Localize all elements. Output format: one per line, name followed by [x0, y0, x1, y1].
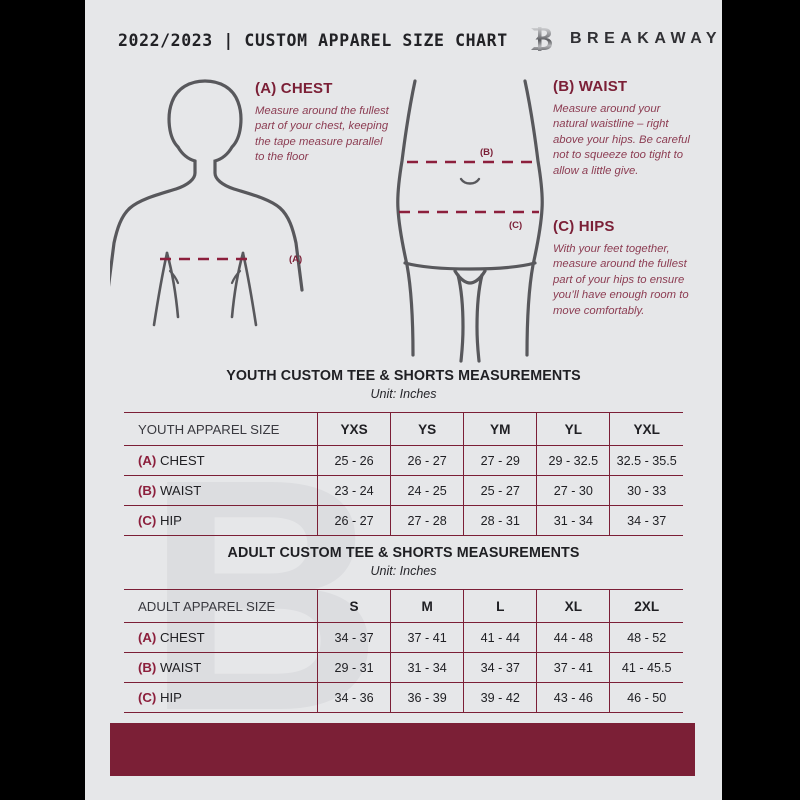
youth-size-table-section: YOUTH CUSTOM TEE & SHORTS MEASUREMENTS U…	[85, 368, 722, 536]
column-header-ys: YS	[390, 412, 465, 446]
table-cell: 48 - 52	[609, 622, 683, 653]
hips-dimension-label: (C)	[509, 220, 523, 231]
measure-block-waist-body: Measure around your natural waistline – …	[553, 103, 690, 177]
size-header-cell: YOUTH APPAREL SIZE	[124, 412, 318, 446]
table-cell: 41 - 44	[463, 622, 538, 653]
table-header-row: YOUTH APPAREL SIZE YXS YS YM YL YXL	[124, 412, 683, 446]
youth-size-table: YOUTH APPAREL SIZE YXS YS YM YL YXL (A) CHEST 2…	[124, 412, 683, 536]
measure-block-waist: (B) WAIST Measure around your natural wa…	[553, 78, 698, 179]
table-cell: 30 - 33	[609, 475, 683, 506]
column-header-s: S	[317, 589, 392, 623]
measure-block-chest-body: Measure around the fullest part of your …	[255, 105, 389, 164]
table-row: (A) CHEST 25 - 26 26 - 27 27 - 29 29 - 32.5 3…	[124, 445, 683, 476]
table-cell: 27 - 29	[463, 445, 538, 476]
table-cell: 36 - 39	[390, 682, 465, 713]
table-cell: 39 - 42	[463, 682, 538, 713]
row-tag: (A)	[138, 453, 157, 468]
table-cell: 26 - 27	[317, 505, 392, 536]
upper-body-figure-icon	[110, 79, 304, 327]
row-label-chest: (A) CHEST	[124, 445, 318, 476]
table-cell: 23 - 24	[317, 475, 392, 506]
column-header-l: L	[463, 589, 538, 623]
table-cell: 34 - 37	[463, 652, 538, 683]
adult-size-table-section: ADULT CUSTOM TEE & SHORTS MEASUREMENTS U…	[85, 545, 722, 713]
table-cell: 31 - 34	[536, 505, 611, 536]
measure-block-hips-body: With your feet together, measure around …	[553, 243, 689, 317]
table-row: (A) CHEST 34 - 37 37 - 41 41 - 44 44 - 48 48 …	[124, 622, 683, 653]
chest-dimension-label: (A)	[289, 254, 303, 265]
table-cell: 31 - 34	[390, 652, 465, 683]
table-cell: 25 - 26	[317, 445, 392, 476]
measure-block-chest: (A) CHEST Measure around the fullest par…	[255, 80, 390, 166]
column-header-yxs: YXS	[317, 412, 392, 446]
table-row: (C) HIP 34 - 36 36 - 39 39 - 42 43 - 46 46 - …	[124, 682, 683, 713]
brand-name: BREAKAWAY	[569, 30, 722, 47]
table-cell: 46 - 50	[609, 682, 683, 713]
column-header-2xl: 2XL	[609, 589, 683, 623]
table-cell: 24 - 25	[390, 475, 465, 506]
table-cell: 37 - 41	[536, 652, 611, 683]
table-cell: 37 - 41	[390, 622, 465, 653]
table-cell: 41 - 45.5	[609, 652, 683, 683]
row-tag: (A)	[138, 630, 157, 645]
table-cell: 28 - 31	[463, 505, 538, 536]
youth-table-title: YOUTH CUSTOM TEE & SHORTS MEASUREMENTS	[226, 368, 581, 384]
measure-block-waist-heading: (B) WAIST	[553, 78, 628, 95]
table-cell: 27 - 28	[390, 505, 465, 536]
page-title: 2022/2023 | CUSTOM APPAREL SIZE CHART	[118, 31, 508, 50]
table-row: (B) WAIST 23 - 24 24 - 25 25 - 27 27 - 30 30 …	[124, 475, 683, 506]
column-header-yxl: YXL	[609, 412, 683, 446]
row-label-waist: (B) WAIST	[124, 652, 318, 683]
table-cell: 44 - 48	[536, 622, 611, 653]
table-cell: 34 - 37	[609, 505, 683, 536]
table-cell: 27 - 30	[536, 475, 611, 506]
column-header-m: M	[390, 589, 465, 623]
table-cell: 25 - 27	[463, 475, 538, 506]
page-header: 2022/2023 | CUSTOM APPAREL SIZE CHART BR…	[85, 0, 722, 70]
row-label-chest: (A) CHEST	[124, 622, 318, 653]
size-header-cell: ADULT APPAREL SIZE	[124, 589, 318, 623]
row-label-hip: (C) HIP	[124, 505, 318, 536]
adult-size-table: ADULT APPAREL SIZE S M L XL 2XL (A) CHEST 34 - …	[124, 589, 683, 713]
table-row: (B) WAIST 29 - 31 31 - 34 34 - 37 37 - 41 41 …	[124, 652, 683, 683]
table-cell: 29 - 31	[317, 652, 392, 683]
table-cell: 34 - 37	[317, 622, 392, 653]
breakaway-b-logo-icon	[530, 27, 552, 51]
column-header-yl: YL	[536, 412, 611, 446]
measurement-guide: (A) (B) (C) (A) CHEST Measure around the…	[85, 70, 722, 365]
adult-table-title: ADULT CUSTOM TEE & SHORTS MEASUREMENTS	[227, 545, 580, 561]
waist-dimension-label: (B)	[480, 147, 494, 158]
row-tag: (B)	[138, 483, 157, 498]
table-cell: 32.5 - 35.5	[609, 445, 683, 476]
adult-table-unit: Unit: Inches	[370, 564, 437, 578]
table-row: (C) HIP 26 - 27 27 - 28 28 - 31 31 - 34 34 - …	[124, 505, 683, 536]
row-tag: (C)	[138, 690, 157, 705]
measure-block-hips-heading: (C) HIPS	[553, 218, 615, 235]
row-tag: (C)	[138, 513, 157, 528]
table-cell: 26 - 27	[390, 445, 465, 476]
youth-table-unit: Unit: Inches	[370, 387, 437, 401]
table-header-row: ADULT APPAREL SIZE S M L XL 2XL	[124, 589, 683, 623]
column-header-xl: XL	[536, 589, 611, 623]
brand-lockup: BREAKAWAY	[527, 24, 722, 54]
column-header-ym: YM	[463, 412, 538, 446]
measure-block-chest-heading: (A) CHEST	[255, 80, 333, 97]
measure-block-hips: (C) HIPS With your feet together, measur…	[553, 218, 703, 319]
row-tag: (B)	[138, 660, 157, 675]
table-cell: 34 - 36	[317, 682, 392, 713]
row-label-waist: (B) WAIST	[124, 475, 318, 506]
table-cell: 29 - 32.5	[536, 445, 611, 476]
table-cell: 43 - 46	[536, 682, 611, 713]
row-label-hip: (C) HIP	[124, 682, 318, 713]
lower-body-figure-icon	[396, 79, 544, 363]
size-chart-page: B 2022/2023 | CUSTOM APPAREL SIZE CHART	[85, 0, 722, 800]
footer-accent-bar	[110, 723, 695, 776]
